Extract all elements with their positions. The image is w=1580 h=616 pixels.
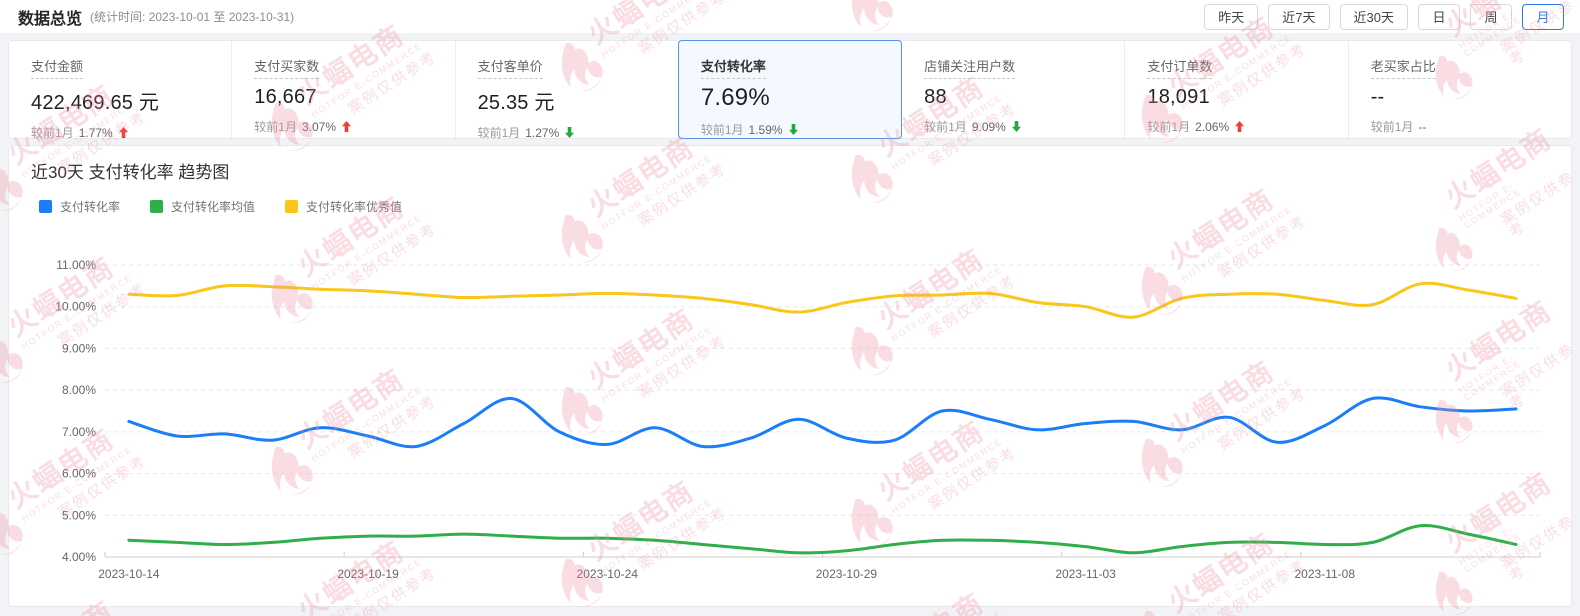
watermark-subtitle: HOTFOR E-COMMERCE [890,606,1009,616]
compare-period-label: 较前1月 [1370,120,1414,134]
compare-period-label: 较前1月 [477,126,521,140]
top-header: 数据总览 (统计时间: 2023-10-01 至 2023-10-31) 昨天近… [0,0,1580,33]
range-button-last-30-days[interactable]: 近30天 [1339,3,1408,30]
metric-label: 支付金额 [31,56,84,79]
y-axis-tick-label: 11.00% [56,258,96,272]
trend-chart-panel: 近30天 支付转化率 趋势图 支付转化率 支付转化率均值 支付转化率优秀值 11.0… [8,145,1572,607]
metric-card-pay-orders[interactable]: 支付订单数 18,091 较前1月 2.06% [1125,41,1349,138]
change-percent: 1.59% [748,122,783,137]
compare-period-label: 较前1月 [31,126,74,140]
legend-item-pay-conversion-rate[interactable]: 支付转化率 [39,198,120,215]
date-range-button-group: 昨天 近7天 近30天日周月 [1204,3,1564,30]
change-percent: 1.27% [525,125,560,140]
metric-compare-row: 较前1月 -- [1371,118,1561,135]
change-percent: 1.77% [78,125,113,140]
arrow-down-icon [564,126,575,139]
change-percent: 9.09% [971,119,1006,134]
change-percent: 2.06% [1195,119,1230,134]
legend-swatch-pay-conversion-rate [39,200,52,213]
compare-period-label: 较前1月 [254,120,297,134]
metric-value: 18,091 [1147,86,1210,108]
series-line-pay-conversion-rate-average [127,524,1518,555]
metric-label: 支付客单价 [477,56,543,79]
compare-period-label: 较前1月 [924,120,967,134]
change-percent: 3.07% [301,119,336,134]
y-axis-tick-label: 10.00% [55,300,96,314]
arrow-up-icon [1234,120,1245,133]
metric-card-repeat-buyer-ratio[interactable]: 老买家占比 -- 较前1月 -- [1349,41,1571,138]
metric-compare-row: 较前1月 1.59% [701,121,891,138]
x-axis-tick-label: 2023-11-03 [1055,567,1116,581]
metric-label: 老买家占比 [1370,56,1436,79]
legend-item-pay-conversion-rate-excellent[interactable]: 支付转化率优秀值 [285,198,402,215]
y-axis-tick-label: 8.00% [62,383,96,397]
metric-card-pay-conversion-rate[interactable]: 支付转化率 7.69% 较前1月 1.59% [677,40,903,139]
range-button-yesterday[interactable]: 昨天 [1204,3,1259,30]
metric-label: 店铺关注用户数 [924,56,1016,79]
trend-chart: 11.00% 10.00% 9.00% 8.00% 7.00% 6.00% 5.00% 4.0… [55,258,1541,581]
metric-label: 支付订单数 [1147,56,1213,79]
metric-label: 支付买家数 [254,56,320,79]
legend-label: 支付转化率均值 [171,200,256,214]
legend-swatch-pay-conversion-rate-average [150,200,164,213]
metric-compare-row: 较前1月 9.09% [924,118,1114,135]
metric-value: -- [1370,86,1385,108]
metric-value: 25.35 元 [477,92,555,114]
compare-period-label: 较前1月 [1147,120,1191,134]
compare-period-label: 较前1月 [700,123,744,137]
metric-card-row: 支付金额 422,469.65 元较前1月 1.77% 支付买家数 16,667 较前1月… [8,40,1572,141]
legend-label: 支付转化率优秀值 [306,200,403,214]
chart-legend: 支付转化率 支付转化率均值 支付转化率优秀值 [39,198,402,215]
metric-card-pay-buyers[interactable]: 支付买家数 16,667 较前1月 3.07% [232,41,456,138]
arrow-down-icon [788,123,799,136]
arrow-up-icon [341,120,352,133]
metric-value: 7.69% [700,84,770,111]
x-axis-tick-label: 2023-10-14 [98,567,160,581]
x-axis-tick-label: 2023-10-24 [577,567,639,581]
metric-value: 422,469.65 元 [31,92,160,114]
arrow-up-icon [118,126,129,139]
metric-card-pay-per-customer[interactable]: 支付客单价 25.35 元较前1月 1.27% [456,41,679,141]
range-button-week[interactable]: 周 [1470,3,1512,30]
y-axis-tick-label: 7.00% [62,425,96,439]
range-button-day[interactable]: 日 [1418,3,1460,30]
legend-label: 支付转化率 [60,200,121,214]
x-axis-tick-label: 2023-11-08 [1295,567,1356,581]
metric-compare-row: 较前1月 1.77% [31,124,221,141]
metric-card-shop-followers[interactable]: 店铺关注用户数 88 较前1月 9.09% [902,41,1126,138]
range-button-month[interactable]: 月 [1522,3,1564,30]
legend-swatch-pay-conversion-rate-excellent [285,200,299,213]
series-line-pay-conversion-rate-excellent [127,281,1518,319]
change-percent: -- [1418,119,1427,134]
chart-title: 近30天 支付转化率 趋势图 [31,163,230,182]
x-axis-tick-label: 2023-10-29 [816,567,878,581]
metric-compare-row: 较前1月 3.07% [254,118,444,135]
y-axis-tick-label: 9.00% [62,341,96,355]
metric-label: 支付转化率 [700,56,766,79]
metric-value: 16,667 [254,86,317,108]
arrow-down-icon [1011,120,1022,133]
y-axis-tick-label: 4.00% [62,550,96,564]
y-axis-tick-label: 5.00% [62,508,96,522]
page-title: 数据总览 [18,10,83,28]
x-axis-tick-label: 2023-10-19 [337,567,399,581]
metric-compare-row: 较前1月 2.06% [1147,118,1337,135]
metric-compare-row: 较前1月 1.27% [478,124,668,141]
series-line-pay-conversion-rate [127,396,1518,449]
y-axis-tick-label: 6.00% [62,467,96,481]
legend-item-pay-conversion-rate-average[interactable]: 支付转化率均值 [150,198,255,215]
metric-card-pay-amount[interactable]: 支付金额 422,469.65 元较前1月 1.77% [9,41,233,141]
stats-period: (统计时间: 2023-10-01 至 2023-10-31) [90,10,295,24]
range-button-last-7-days[interactable]: 近7天 [1268,3,1330,30]
metric-value: 88 [924,86,947,108]
